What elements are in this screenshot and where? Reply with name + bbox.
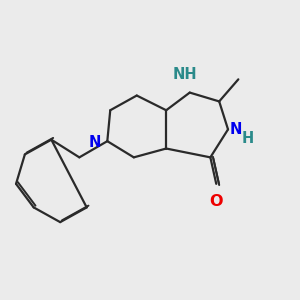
Text: NH: NH (173, 67, 198, 82)
Text: N: N (230, 122, 242, 137)
Text: N: N (89, 135, 101, 150)
Text: O: O (209, 194, 223, 209)
Text: H: H (242, 131, 254, 146)
